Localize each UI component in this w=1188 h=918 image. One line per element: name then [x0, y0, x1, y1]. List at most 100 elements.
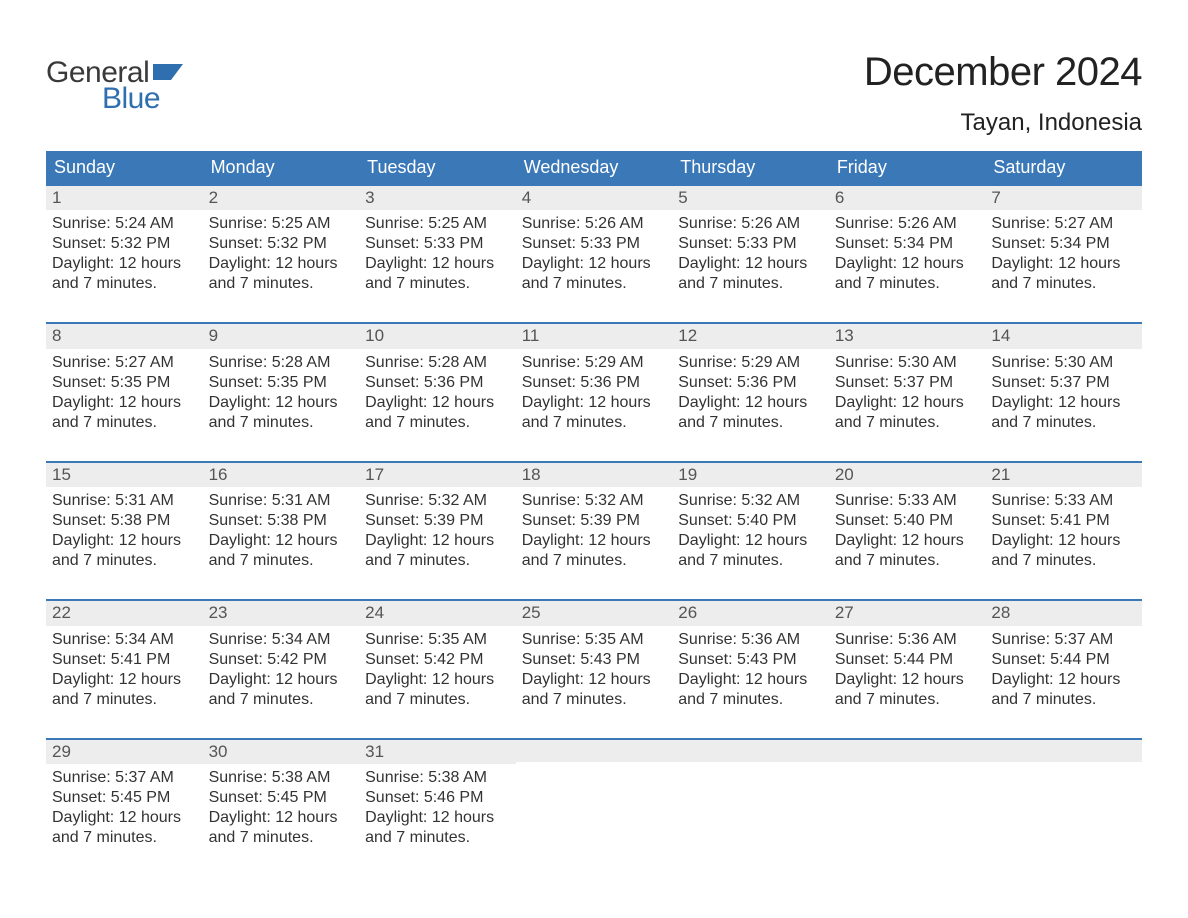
day-header: Sunday [46, 151, 203, 185]
day-header: Saturday [985, 151, 1142, 185]
day-detail-line: Daylight: 12 hours [835, 254, 980, 274]
day-detail-line: Daylight: 12 hours [678, 670, 823, 690]
day-details: Sunrise: 5:38 AMSunset: 5:46 PMDaylight:… [359, 764, 516, 856]
day-detail-line: Sunset: 5:39 PM [365, 511, 510, 531]
day-detail-line: Sunrise: 5:37 AM [52, 768, 197, 788]
day-details: Sunrise: 5:30 AMSunset: 5:37 PMDaylight:… [985, 349, 1142, 461]
month-title: December 2024 [864, 50, 1142, 95]
day-detail-line: Daylight: 12 hours [678, 393, 823, 413]
day-detail-line: Sunset: 5:40 PM [678, 511, 823, 531]
day-detail-line: and 7 minutes. [209, 551, 354, 571]
day-details: Sunrise: 5:31 AMSunset: 5:38 PMDaylight:… [203, 487, 360, 599]
day-cell: 27Sunrise: 5:36 AMSunset: 5:44 PMDayligh… [829, 600, 986, 738]
day-detail-line: Sunrise: 5:35 AM [522, 630, 667, 650]
day-detail-line: and 7 minutes. [365, 828, 510, 848]
day-details: Sunrise: 5:38 AMSunset: 5:45 PMDaylight:… [203, 764, 360, 856]
day-details: Sunrise: 5:28 AMSunset: 5:36 PMDaylight:… [359, 349, 516, 461]
day-cell [516, 739, 673, 856]
day-cell: 12Sunrise: 5:29 AMSunset: 5:36 PMDayligh… [672, 323, 829, 461]
day-cell: 5Sunrise: 5:26 AMSunset: 5:33 PMDaylight… [672, 185, 829, 323]
day-detail-line: Sunset: 5:43 PM [522, 650, 667, 670]
day-details: Sunrise: 5:28 AMSunset: 5:35 PMDaylight:… [203, 349, 360, 461]
day-number: 23 [203, 601, 360, 625]
week-row: 15Sunrise: 5:31 AMSunset: 5:38 PMDayligh… [46, 462, 1142, 600]
day-number: 9 [203, 324, 360, 348]
day-cell: 21Sunrise: 5:33 AMSunset: 5:41 PMDayligh… [985, 462, 1142, 600]
week-row: 29Sunrise: 5:37 AMSunset: 5:45 PMDayligh… [46, 739, 1142, 856]
day-number: 31 [359, 740, 516, 764]
day-detail-line: Sunrise: 5:30 AM [991, 353, 1136, 373]
day-detail-line: Daylight: 12 hours [522, 254, 667, 274]
day-detail-line: Sunrise: 5:33 AM [991, 491, 1136, 511]
day-detail-line: Sunrise: 5:38 AM [365, 768, 510, 788]
day-detail-line: Daylight: 12 hours [52, 670, 197, 690]
day-number: 24 [359, 601, 516, 625]
day-number: 3 [359, 186, 516, 210]
day-details: Sunrise: 5:26 AMSunset: 5:33 PMDaylight:… [516, 210, 673, 322]
day-detail-line: Sunrise: 5:27 AM [52, 353, 197, 373]
day-details: Sunrise: 5:25 AMSunset: 5:33 PMDaylight:… [359, 210, 516, 322]
day-cell: 25Sunrise: 5:35 AMSunset: 5:43 PMDayligh… [516, 600, 673, 738]
day-cell: 19Sunrise: 5:32 AMSunset: 5:40 PMDayligh… [672, 462, 829, 600]
day-detail-line: and 7 minutes. [991, 413, 1136, 433]
day-details: Sunrise: 5:37 AMSunset: 5:44 PMDaylight:… [985, 626, 1142, 738]
day-detail-line: Daylight: 12 hours [835, 670, 980, 690]
day-detail-line: Daylight: 12 hours [52, 808, 197, 828]
day-detail-line: Daylight: 12 hours [52, 254, 197, 274]
day-detail-line: Sunrise: 5:33 AM [835, 491, 980, 511]
day-number: 7 [985, 186, 1142, 210]
day-detail-line: and 7 minutes. [835, 551, 980, 571]
day-detail-line: and 7 minutes. [522, 690, 667, 710]
day-details: Sunrise: 5:29 AMSunset: 5:36 PMDaylight:… [672, 349, 829, 461]
day-number: 21 [985, 463, 1142, 487]
day-detail-line: Daylight: 12 hours [209, 808, 354, 828]
day-detail-line: Sunrise: 5:25 AM [365, 214, 510, 234]
day-detail-line: Sunrise: 5:29 AM [678, 353, 823, 373]
empty-day [985, 740, 1142, 762]
day-number: 5 [672, 186, 829, 210]
day-detail-line: Sunrise: 5:27 AM [991, 214, 1136, 234]
day-detail-line: and 7 minutes. [52, 828, 197, 848]
day-detail-line: Sunset: 5:36 PM [522, 373, 667, 393]
day-detail-line: Sunset: 5:35 PM [52, 373, 197, 393]
day-cell [985, 739, 1142, 856]
day-detail-line: Sunrise: 5:26 AM [835, 214, 980, 234]
day-detail-line: and 7 minutes. [678, 413, 823, 433]
day-number: 16 [203, 463, 360, 487]
day-detail-line: Sunrise: 5:26 AM [678, 214, 823, 234]
day-detail-line: Daylight: 12 hours [52, 531, 197, 551]
day-detail-line: Sunrise: 5:26 AM [522, 214, 667, 234]
day-cell: 20Sunrise: 5:33 AMSunset: 5:40 PMDayligh… [829, 462, 986, 600]
day-detail-line: Daylight: 12 hours [365, 393, 510, 413]
day-detail-line: Daylight: 12 hours [365, 670, 510, 690]
day-detail-line: and 7 minutes. [678, 274, 823, 294]
day-detail-line: and 7 minutes. [522, 551, 667, 571]
day-detail-line: and 7 minutes. [365, 551, 510, 571]
day-details: Sunrise: 5:26 AMSunset: 5:33 PMDaylight:… [672, 210, 829, 322]
day-details: Sunrise: 5:35 AMSunset: 5:42 PMDaylight:… [359, 626, 516, 738]
day-details: Sunrise: 5:34 AMSunset: 5:42 PMDaylight:… [203, 626, 360, 738]
day-detail-line: Sunset: 5:39 PM [522, 511, 667, 531]
day-detail-line: Daylight: 12 hours [678, 254, 823, 274]
day-cell: 2Sunrise: 5:25 AMSunset: 5:32 PMDaylight… [203, 185, 360, 323]
day-details: Sunrise: 5:36 AMSunset: 5:44 PMDaylight:… [829, 626, 986, 738]
day-detail-line: Sunrise: 5:32 AM [522, 491, 667, 511]
day-detail-line: Daylight: 12 hours [991, 670, 1136, 690]
day-detail-line: Sunset: 5:33 PM [365, 234, 510, 254]
day-number: 26 [672, 601, 829, 625]
day-detail-line: Sunset: 5:44 PM [991, 650, 1136, 670]
day-detail-line: and 7 minutes. [52, 551, 197, 571]
week-row: 8 Sunrise: 5:27 AMSunset: 5:35 PM Daylight… [46, 323, 1142, 461]
day-cell: 11Sunrise: 5:29 AMSunset: 5:36 PMDayligh… [516, 323, 673, 461]
day-detail-line: Sunset: 5:38 PM [52, 511, 197, 531]
day-number: 8 [46, 324, 203, 348]
day-cell: 18Sunrise: 5:32 AMSunset: 5:39 PMDayligh… [516, 462, 673, 600]
day-detail-line: and 7 minutes. [365, 690, 510, 710]
day-detail-line: and 7 minutes. [522, 274, 667, 294]
day-header: Friday [829, 151, 986, 185]
day-detail-line: and 7 minutes. [52, 690, 197, 710]
day-details: Sunrise: 5:32 AMSunset: 5:39 PMDaylight:… [359, 487, 516, 599]
day-cell: 10Sunrise: 5:28 AMSunset: 5:36 PMDayligh… [359, 323, 516, 461]
location-label: Tayan, Indonesia [864, 109, 1142, 137]
day-cell: 1Sunrise: 5:24 AMSunset: 5:32 PMDaylight… [46, 185, 203, 323]
